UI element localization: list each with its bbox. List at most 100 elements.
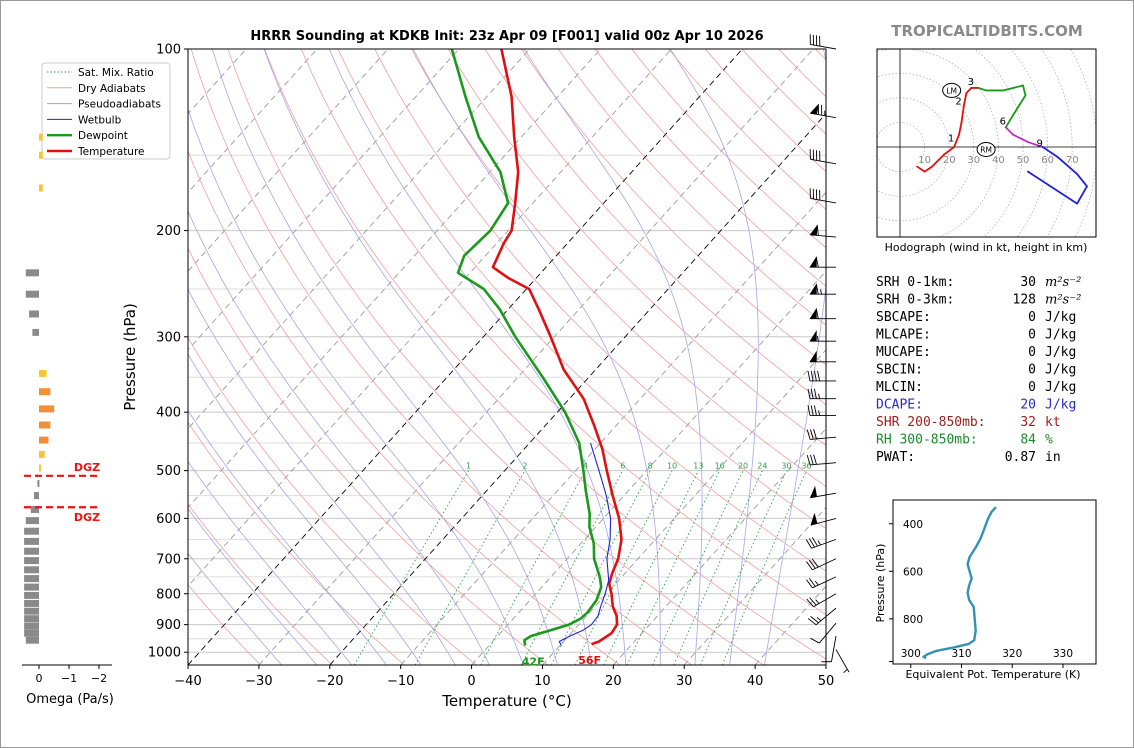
hodograph-height-mark: 3 [968,77,974,88]
barb-half [816,617,822,622]
mixing-ratio-line [414,470,526,665]
index-unit: % [1045,433,1053,448]
theta-e-x-axis-label: Equivalent Pot. Temperature (K) [905,668,1080,681]
hodograph-ring-label: 40 [992,155,1005,166]
dgz-label-top: DGZ [74,461,100,474]
wind-barb [821,635,837,663]
omega-bar [24,527,39,535]
isotherm--50 [188,49,672,587]
y-tick-label: 700 [156,552,181,567]
wind-barb [809,34,837,50]
isotherm-0 [471,270,826,665]
omega-tick-label: −2 [91,672,107,685]
omega-bar [32,328,39,336]
wind-barb [806,454,837,466]
barb-staff [831,635,837,662]
index-name: SRH 0-1km: [876,275,954,290]
barb-half [814,580,819,586]
hodograph-segment [965,87,973,94]
omega-bar [24,547,39,555]
barb-full [809,429,814,440]
watermark: TROPICALTIDBITS.COM [891,22,1083,40]
omega-bar [24,566,39,574]
wind-barb [835,649,850,674]
x-tick-label: 30 [676,674,693,689]
omega-panel: 0 −1 −2 DGZ DGZ [22,133,112,685]
dry-adiabat [374,49,826,529]
omega-bar [39,436,49,444]
barb-staff [813,593,837,608]
omega-bar [39,133,43,141]
hodograph-ring-label: 20 [943,155,956,166]
mixing-ratio-line [603,470,699,665]
skewt-x-axis-label: Temperature (°C) [441,692,571,710]
legend-label: Temperature [77,146,145,158]
barb-full [810,370,814,381]
mixing-ratio-line [550,470,651,665]
hodograph-ring-label: 30 [967,155,980,166]
omega-bar [39,369,47,377]
pseudoadiabat [412,49,661,665]
index-unit: J/kg [1045,345,1076,360]
dgz-label-bottom: DGZ [74,511,100,524]
x-tick-label: 40 [747,674,764,689]
barb-full [815,257,819,268]
index-name: SBCIN: [876,363,923,378]
hodograph-segment [1012,94,1027,116]
dry-adiabat [337,49,826,572]
index-value: 128 [1013,293,1036,308]
mixing-ratio-label: 30 [781,462,791,471]
omega-bar [25,517,39,525]
legend-label: Wetbulb [78,114,122,126]
hodograph-height-mark: 1 [948,134,954,145]
barb-full [808,559,816,569]
index-name: SBCAPE: [876,310,931,325]
wind-barb [806,558,837,571]
dry-adiabat [188,421,405,665]
profile-temperature [491,49,623,646]
barb-full [807,405,811,416]
mixing-ratio-line [520,470,624,665]
barb-full [810,388,814,399]
isotherm-50 [825,664,826,665]
wind-barbs [805,34,850,674]
index-name: SHR 200-850mb: [876,415,986,430]
omega-bar [39,421,51,429]
wind-barb [809,307,836,320]
barb-staff [810,44,837,50]
dry-adiabat [188,150,621,665]
storm-motion-rm-label: RM [980,145,992,154]
barb-staff [835,649,850,673]
barb-full [806,561,813,571]
dry-adiabat [521,49,826,366]
barb-flag [809,485,818,499]
omega-bar [24,583,39,591]
index-name: MLCAPE: [876,328,931,343]
index-name: MUCAPE: [876,345,931,360]
omega-bar [25,290,39,298]
hodograph-segment [1076,185,1088,205]
y-tick-label: 600 [156,512,181,527]
index-unit: J/kg [1045,380,1076,395]
hodograph-segment [916,165,926,173]
wind-barb [810,622,837,644]
dry-adiabat [188,247,549,665]
hodograph-segment [1002,87,1015,92]
dry-adiabat [188,583,261,665]
barb-full [807,618,817,626]
barb-full [808,538,815,548]
reference-dashed-line [329,113,826,665]
omega-bar [24,575,39,583]
barb-full [811,537,818,547]
wind-barb [809,256,836,268]
x-tick-label: −10 [387,674,414,689]
theta-e-y-tick-label: 600 [903,566,923,578]
y-tick-label: 200 [156,224,181,239]
barb-staff [810,158,837,165]
index-name: DCAPE: [876,398,923,413]
legend-label: Dry Adiabats [78,83,146,95]
index-value: 30 [1020,275,1036,290]
dry-adiabat [264,49,826,660]
hodograph-grid: 10 20 30 40 50 60 70 [877,49,1096,237]
